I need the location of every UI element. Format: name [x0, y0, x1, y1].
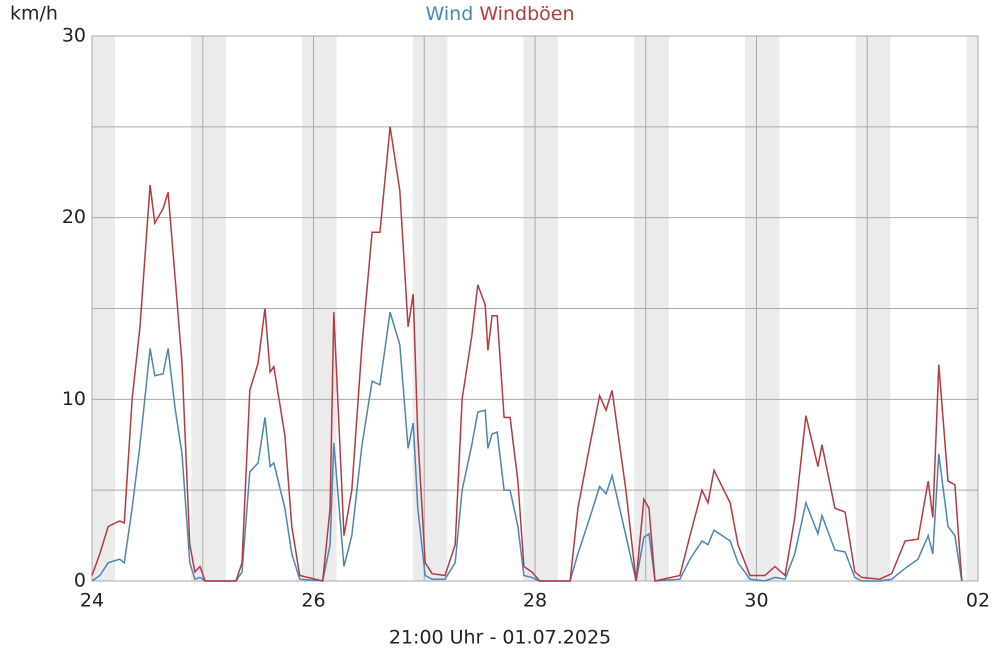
plot-layer [91, 35, 979, 582]
x-tick-label: 24 [80, 590, 104, 612]
x-tick-label: 02 [966, 590, 990, 612]
legend-entry: Wind [426, 3, 474, 25]
x-tick-label: 26 [301, 590, 325, 612]
x-tick-label: 30 [744, 590, 768, 612]
x-axis-label: 21:00 Uhr - 01.07.2025 [389, 627, 611, 649]
legend-entry: Windböen [479, 3, 574, 25]
y-axis-label: km/h [10, 3, 58, 25]
series-line [91, 126, 963, 582]
y-tick-label: 10 [62, 388, 86, 410]
y-tick-label: 0 [74, 570, 86, 592]
legend: Wind Windböen [426, 3, 575, 25]
y-tick-label: 20 [62, 206, 86, 228]
x-tick-label: 28 [523, 590, 547, 612]
y-tick-label: 30 [62, 25, 86, 47]
